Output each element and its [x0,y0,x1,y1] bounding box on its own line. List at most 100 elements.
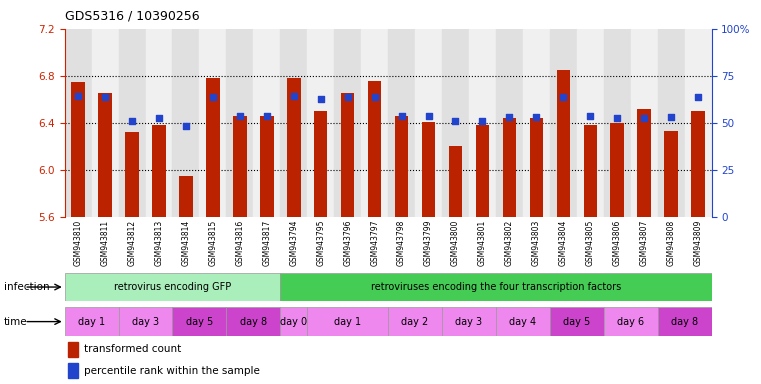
Bar [556,70,570,217]
Bar [469,29,496,217]
Bar [152,125,166,217]
Bar [227,307,280,336]
Bar [126,132,139,217]
Bar [422,122,435,217]
Point [288,93,300,99]
Bar [664,131,678,217]
Bar [476,125,489,217]
Bar [442,307,496,336]
Point [126,118,139,124]
Point [450,118,462,124]
Bar [658,29,685,217]
Bar [691,111,705,217]
Point [503,114,515,120]
Point [638,115,650,121]
Bar [72,82,85,217]
Point [72,93,84,99]
Bar [180,176,193,217]
Bar [603,29,631,217]
Point [530,114,543,120]
Point [180,123,192,129]
Point [396,113,408,119]
Bar [233,116,247,217]
Point [153,115,165,121]
Bar [314,111,327,217]
Text: day 5: day 5 [563,316,591,327]
Bar [253,29,280,217]
Bar [280,29,307,217]
Bar [227,29,253,217]
Point [99,94,111,100]
Text: day 8: day 8 [240,316,267,327]
Point [234,113,246,119]
Bar [65,29,91,217]
Bar [173,29,199,217]
Point [584,113,597,119]
Bar [368,81,381,217]
Text: day 3: day 3 [455,316,482,327]
Bar [388,29,415,217]
Bar [549,307,603,336]
Bar [98,93,112,217]
Bar [530,118,543,217]
Bar [341,93,355,217]
Point [422,113,435,119]
Bar [442,29,469,217]
Bar [610,123,624,217]
Bar [658,307,712,336]
Point [207,94,219,100]
Text: percentile rank within the sample: percentile rank within the sample [84,366,260,376]
Text: GDS5316 / 10390256: GDS5316 / 10390256 [65,10,199,23]
Point [314,96,326,103]
Point [368,94,380,100]
Bar [361,29,388,217]
Bar [603,307,658,336]
Bar [638,109,651,217]
Text: time: time [4,316,27,327]
Text: retroviruses encoding the four transcription factors: retroviruses encoding the four transcrip… [371,282,621,292]
Bar [65,307,119,336]
Bar [496,29,523,217]
Bar [523,29,549,217]
Bar [119,307,173,336]
Bar [199,29,226,217]
Point [261,113,273,119]
Bar [65,273,280,301]
Bar [334,29,361,217]
Bar [173,307,227,336]
Point [611,115,623,121]
Bar [280,273,712,301]
Text: day 1: day 1 [334,316,361,327]
Bar [631,29,658,217]
Bar [119,29,145,217]
Bar [287,78,301,217]
Bar [449,146,462,217]
Text: transformed count: transformed count [84,344,181,354]
Bar [503,118,516,217]
Bar [280,307,307,336]
Bar [145,29,173,217]
Point [692,94,704,100]
Bar [577,29,603,217]
Text: infection: infection [4,282,49,292]
Bar [307,29,334,217]
Bar [584,125,597,217]
Point [557,94,569,100]
Bar [260,116,273,217]
Text: retrovirus encoding GFP: retrovirus encoding GFP [114,282,231,292]
Point [476,118,489,124]
Bar [415,29,442,217]
Text: day 5: day 5 [186,316,213,327]
Point [342,94,354,100]
Bar [395,116,409,217]
Bar [496,307,549,336]
Bar [549,29,577,217]
Point [665,114,677,120]
Bar [388,307,442,336]
Text: day 1: day 1 [78,316,105,327]
Text: day 4: day 4 [509,316,537,327]
Text: day 8: day 8 [671,316,698,327]
Bar [307,307,388,336]
Text: day 2: day 2 [402,316,428,327]
Bar [685,29,712,217]
